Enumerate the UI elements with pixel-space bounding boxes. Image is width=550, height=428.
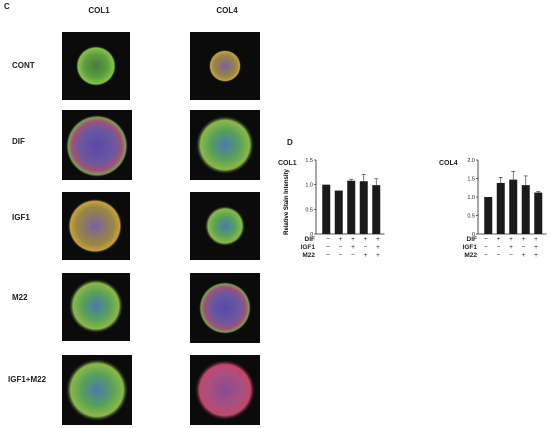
condition-sign: + [534,244,538,251]
condition-label: IGF1 [300,244,315,251]
bar [496,182,505,234]
y-axis-label-col1: Relative Stain Intensity [284,168,290,234]
y-tick-label: 1.0 [467,195,475,201]
y-tick-label: 0 [472,232,475,238]
bar [347,180,356,234]
condition-sign: − [521,244,526,251]
y-tick-label: 0.5 [467,214,475,220]
condition-sign: + [534,252,538,259]
row-label-dif: DIF [12,137,25,146]
micrograph-col1-m22 [62,273,130,341]
condition-sign: + [496,236,501,243]
micrograph-col4-igf1-m22 [190,355,260,425]
panel-letter-c: C [4,2,10,11]
chart-col4: 0 0.5 1.0 1.5 2.0 [467,158,547,238]
condition-sign: + [376,252,380,259]
chart-title-col4: COL4 [439,160,458,167]
condition-sign: − [496,244,501,251]
condition-label: DIF [304,236,315,243]
bar [359,181,368,234]
micrograph-col1-igf1-m22 [62,355,132,425]
condition-sign: + [363,252,368,259]
condition-label: M22 [464,252,477,259]
bar [509,179,518,234]
micrograph-col1-dif [62,110,132,180]
row-label-igf1-m22: IGF1+M22 [8,375,47,384]
condition-sign: − [484,252,488,259]
bar [334,190,343,234]
condition-label: DIF [466,236,477,243]
condition-sign: − [338,252,343,259]
micrograph-col1-igf1 [62,192,130,260]
micrograph-col4-dif [190,110,260,180]
condition-sign: − [509,252,513,259]
y-tick-label: 1.5 [305,158,313,164]
column-header-col1: COL1 [88,6,110,15]
condition-sign: + [509,244,513,251]
row-label-cont: CONT [12,61,35,70]
bar [322,184,331,234]
micrograph-col4-cont [190,32,260,100]
chart-title-col1: COL1 [278,160,297,167]
condition-sign: − [326,252,330,259]
condition-sign: + [509,236,513,243]
y-tick-label: 0 [310,232,313,238]
panel-letter-d: D [287,138,293,147]
condition-sign: + [376,236,380,243]
chart-col1: Relative Stain Intensity 0 0.5 1.0 1.5 [284,158,385,238]
condition-sign: + [338,236,343,243]
column-header-col4: COL4 [216,6,238,15]
bar [484,197,493,234]
condition-sign: − [326,244,330,251]
micrograph-col1-cont [62,32,130,100]
condition-sign: − [326,236,330,243]
bar [534,192,543,234]
condition-label: M22 [302,252,315,259]
condition-label: IGF1 [462,244,477,251]
y-tick-label: 0.5 [305,207,313,213]
y-tick-label: 1.0 [305,183,313,189]
condition-sign: + [534,236,538,243]
condition-sign: − [363,244,368,251]
micrograph-col4-igf1 [190,192,260,260]
micrograph-col4-m22 [190,273,260,343]
condition-sign: + [521,236,526,243]
row-label-m22: M22 [12,293,28,302]
condition-sign: − [484,236,488,243]
y-tick-label: 1.5 [467,177,475,183]
condition-sign: + [376,244,380,251]
bar [372,185,381,234]
condition-sign: + [363,236,368,243]
y-tick-label: 2.0 [467,158,475,164]
condition-sign: − [484,244,488,251]
row-label-igf1: IGF1 [12,213,30,222]
condition-sign: − [496,252,501,259]
condition-sign: + [521,252,526,259]
condition-sign: − [351,252,355,259]
condition-sign: + [351,244,355,251]
condition-sign: − [338,244,343,251]
bar [521,185,530,234]
condition-sign: + [351,236,355,243]
